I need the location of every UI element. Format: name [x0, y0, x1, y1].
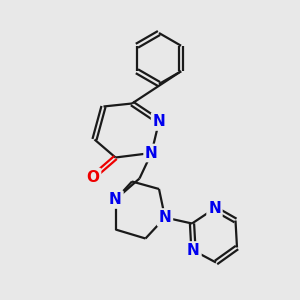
Text: N: N: [109, 192, 122, 207]
Text: N: N: [187, 243, 200, 258]
Text: N: N: [159, 210, 171, 225]
Text: N: N: [145, 146, 158, 160]
Text: N: N: [153, 114, 165, 129]
Text: N: N: [208, 201, 221, 216]
Text: O: O: [86, 169, 100, 184]
